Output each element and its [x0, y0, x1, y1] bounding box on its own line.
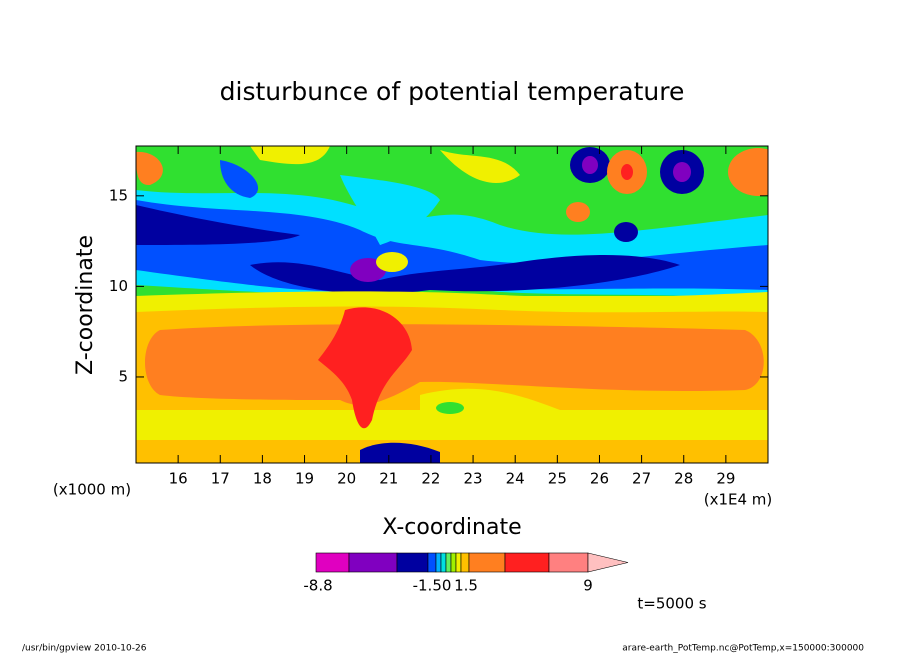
- colorbar-segment: [445, 552, 452, 573]
- colorbar-label: -1.50: [413, 577, 452, 595]
- colorbar-label: 1.5: [454, 577, 478, 595]
- annotation: t=5000 s: [637, 595, 706, 613]
- colorbar-segment: [315, 552, 350, 573]
- x-tick-label: 25: [548, 470, 567, 488]
- colorbar-segment: [548, 552, 589, 573]
- x-tick-label: 16: [169, 470, 188, 488]
- x-tick-label: 19: [295, 470, 314, 488]
- colorbar-segment: [460, 552, 470, 573]
- x-tick-label: 20: [337, 470, 356, 488]
- x-tick-label: 22: [421, 470, 440, 488]
- colorbar-segment: [396, 552, 429, 573]
- x-tick-label: 29: [716, 470, 735, 488]
- x-tick-label: 21: [379, 470, 398, 488]
- colorbar-segment: [427, 552, 437, 573]
- contour-field: [136, 146, 768, 463]
- x-tick-label: 17: [211, 470, 230, 488]
- colorbar-segment: [435, 552, 442, 573]
- y-unit: (x1000 m): [53, 481, 131, 499]
- plot-frame: [135, 145, 769, 464]
- y-tick-label: 5: [118, 367, 128, 385]
- chart-title: disturbunce of potential temperature: [220, 77, 685, 106]
- y-axis-label: Z-coordinate: [73, 235, 98, 375]
- colorbar-label: -8.8: [303, 577, 332, 595]
- x-tick-label: 24: [506, 470, 525, 488]
- colorbar-segment: [455, 552, 462, 573]
- x-tick-label: 28: [674, 470, 693, 488]
- footer-right: arare-earth_PotTemp.nc@PotTemp,x=150000:…: [622, 644, 864, 654]
- x-axis-label: X-coordinate: [382, 515, 521, 540]
- colorbar-label: 9: [583, 577, 593, 595]
- y-tick-label: 10: [109, 277, 128, 295]
- footer-left: /usr/bin/gpview 2010-10-26: [22, 644, 147, 654]
- colorbar-arrow: [587, 552, 629, 573]
- colorbar-segment: [440, 552, 447, 573]
- colorbar-segment: [348, 552, 398, 573]
- x-tick-label: 18: [253, 470, 272, 488]
- y-tick-label: 15: [109, 186, 128, 204]
- x-tick-label: 23: [464, 470, 483, 488]
- colorbar-segment: [504, 552, 550, 573]
- x-tick-label: 26: [590, 470, 609, 488]
- colorbar-segment: [450, 552, 457, 573]
- x-tick-label: 27: [632, 470, 651, 488]
- x-unit: (x1E4 m): [704, 491, 773, 509]
- colorbar-segment: [468, 552, 506, 573]
